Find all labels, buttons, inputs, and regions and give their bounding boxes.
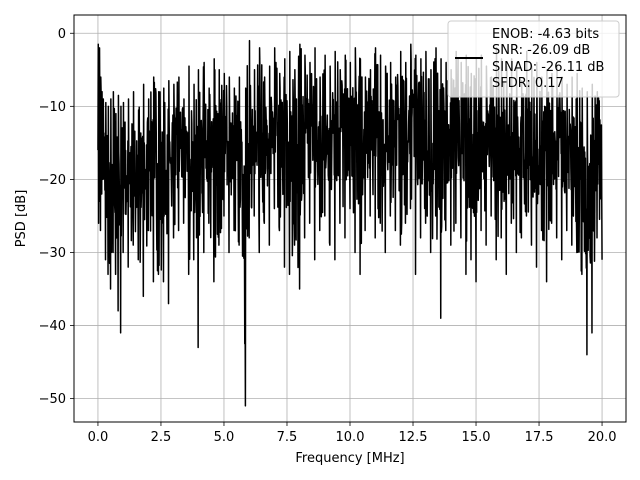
legend-line-sinad: SINAD: -26.11 dB: [492, 60, 604, 75]
x-tick-label: 2.5: [151, 430, 172, 445]
x-tick-label: 5.0: [214, 430, 235, 445]
legend: ENOB: -4.63 bits SNR: -26.09 dB SINAD: -…: [447, 20, 620, 98]
x-tick-label: 15.0: [462, 430, 491, 445]
x-tick-label: 0.0: [88, 430, 109, 445]
legend-line-sfdr: SFDR: 0.17: [492, 76, 564, 91]
y-tick-label: −30: [39, 246, 66, 261]
axis-ticks: 0.0 2.5 5.0 7.5 10.0 12.5 15.0 17.5 20.0 0 −10 −20 −…: [39, 27, 617, 445]
x-tick-label: 7.5: [277, 430, 298, 445]
legend-box: [447, 20, 620, 98]
x-tick-label: 12.5: [399, 430, 428, 445]
psd-line: [97, 39, 603, 407]
y-tick-label: −10: [39, 100, 66, 115]
y-tick-label: −20: [39, 173, 66, 188]
x-axis-label: Frequency [MHz]: [295, 451, 404, 466]
x-tick-label: 10.0: [336, 430, 365, 445]
x-tick-label: 17.5: [525, 430, 554, 445]
y-tick-label: −40: [39, 319, 66, 334]
x-tick-label: 20.0: [588, 430, 617, 445]
psd-series: [97, 39, 603, 407]
legend-line-enob: ENOB: -4.63 bits: [492, 27, 599, 42]
legend-line-snr: SNR: -26.09 dB: [492, 43, 590, 58]
y-axis-label: PSD [dB]: [14, 190, 29, 248]
y-tick-label: 0: [58, 27, 66, 42]
y-tick-label: −50: [39, 392, 66, 407]
